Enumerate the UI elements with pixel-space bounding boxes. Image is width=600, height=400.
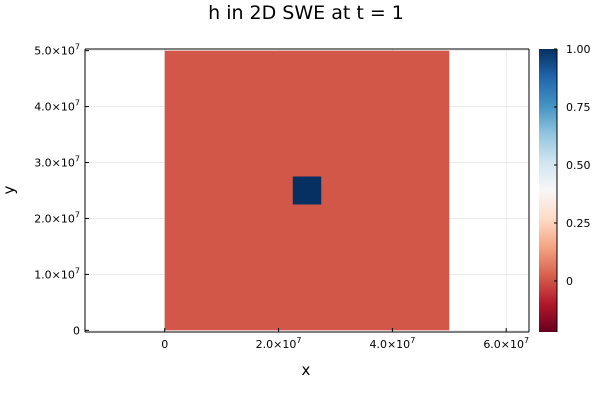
colorbar-tick-label-4: 1.00 — [566, 43, 591, 56]
colorbar-gradient — [539, 49, 557, 332]
x-tick-label-0: 0 — [161, 338, 168, 351]
y-tick-label-0: 0 — [73, 324, 80, 337]
x-axis-label: x — [302, 361, 311, 379]
y-tick-label-3: 3.0×107 — [34, 155, 80, 170]
x-tick-label-3: 6.0×107 — [483, 336, 529, 351]
x-tick-label-1: 2.0×107 — [256, 336, 302, 351]
colorbar-tick-label-0: 0 — [566, 275, 573, 288]
y-tick-label-4: 4.0×107 — [34, 99, 80, 114]
y-axis-ticks: 0 1.0×107 2.0×107 3.0×107 4.0×107 5.0×107 — [34, 43, 89, 337]
heatmap-cell-1 — [292, 176, 322, 205]
colorbar-tick-label-2: 0.50 — [566, 159, 591, 172]
colorbar: 0 0.25 0.50 0.75 1.00 — [539, 43, 591, 332]
colorbar-tick-label-1: 0.25 — [566, 217, 591, 230]
chart-title: h in 2D SWE at t = 1 — [208, 2, 404, 24]
y-tick-label-1: 1.0×107 — [34, 266, 80, 281]
plot-frame — [84, 48, 530, 333]
y-tick-label-5: 5.0×107 — [34, 43, 80, 58]
y-axis-label: y — [0, 185, 18, 194]
heatmap-cells — [164, 50, 450, 331]
x-axis-ticks: 0 2.0×107 4.0×107 6.0×107 — [161, 328, 529, 351]
y-tick-label-2: 2.0×107 — [34, 210, 80, 225]
colorbar-tick-label-3: 0.75 — [566, 101, 591, 114]
x-tick-label-2: 4.0×107 — [369, 336, 415, 351]
